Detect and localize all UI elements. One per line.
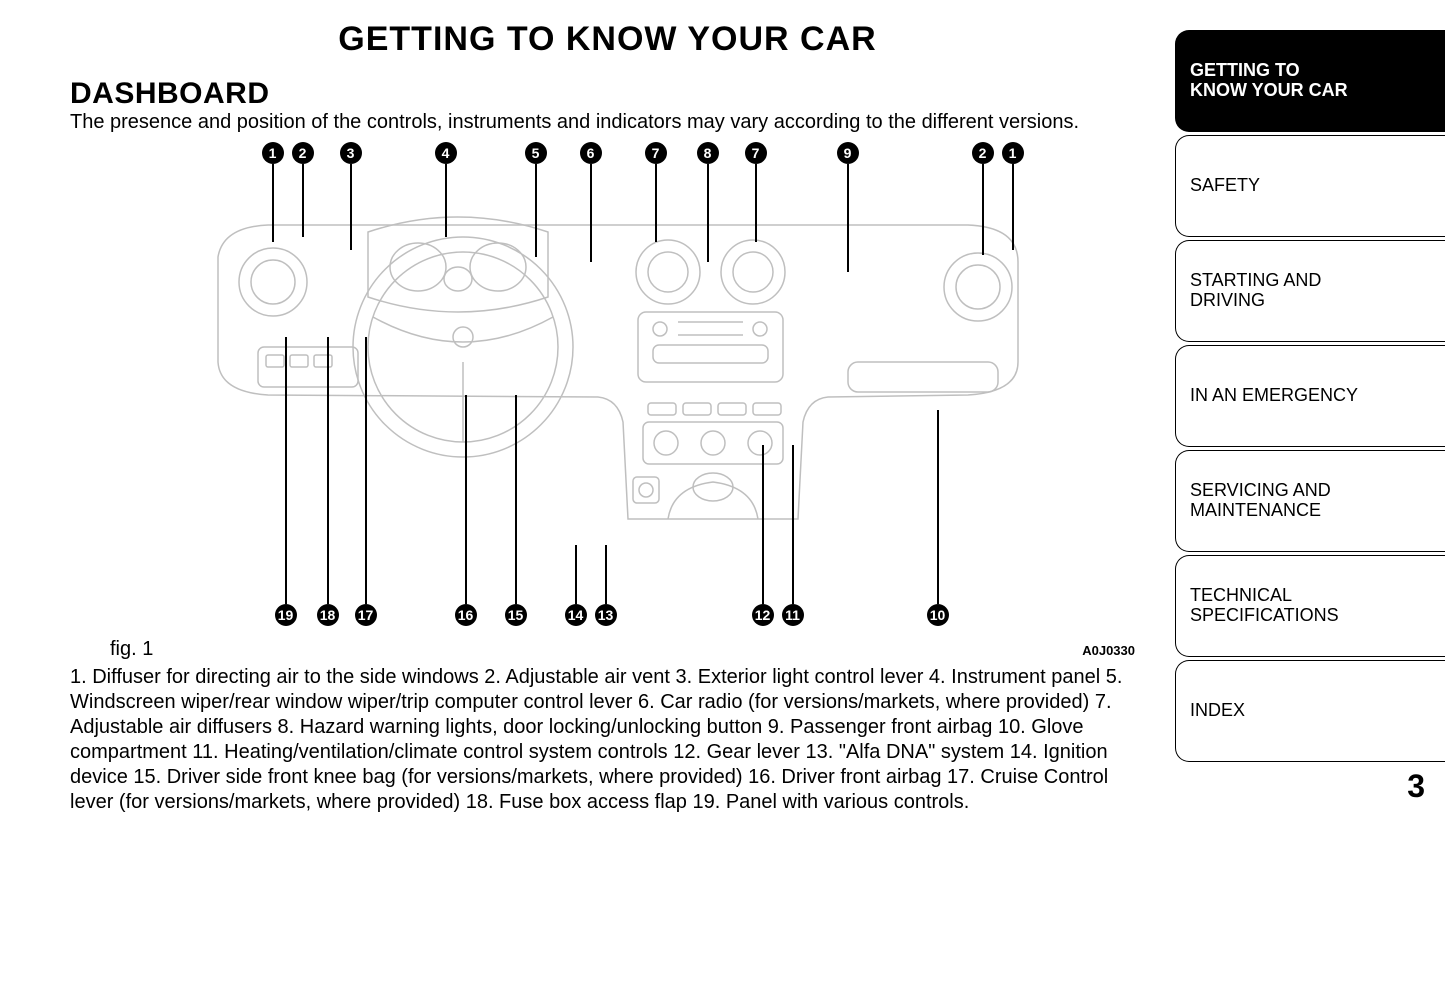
callout-top-1-11: 1 (1002, 142, 1024, 164)
callout-bottom-18-1: 18 (317, 604, 339, 626)
leader-line (445, 164, 447, 237)
leader-line (350, 164, 352, 250)
callout-top-3-2: 3 (340, 142, 362, 164)
page-number: 3 (1175, 768, 1445, 805)
sidebar-tab-label: INDEX (1190, 701, 1431, 721)
sidebar-tab-5[interactable]: TECHNICALSPECIFICATIONS (1175, 555, 1445, 657)
leader-line (365, 337, 367, 604)
callout-bottom-15-4: 15 (505, 604, 527, 626)
dashboard-diagram (208, 187, 1028, 527)
callout-bottom-13-6: 13 (595, 604, 617, 626)
sidebar-tab-label: KNOW YOUR CAR (1190, 81, 1431, 101)
leader-line (285, 337, 287, 604)
callout-top-2-1: 2 (292, 142, 314, 164)
main-content: GETTING TO KNOW YOUR CAR DASHBOARD The p… (60, 20, 1155, 815)
figure-area: 123456787921 19181716151413121110 (108, 142, 1108, 632)
leader-line (847, 164, 849, 272)
leader-line (302, 164, 304, 237)
leader-line (655, 164, 657, 242)
sidebar-tab-4[interactable]: SERVICING ANDMAINTENANCE (1175, 450, 1445, 552)
leader-line (327, 337, 329, 604)
callout-top-7-8: 7 (745, 142, 767, 164)
leader-line (575, 545, 577, 604)
legend-text: 1. Diffuser for directing air to the sid… (70, 665, 1145, 815)
page-title: GETTING TO KNOW YOUR CAR (60, 20, 1155, 59)
figure-caption-row: fig. 1 A0J0330 (110, 638, 1145, 661)
leader-line (272, 164, 274, 242)
callout-top-9-9: 9 (837, 142, 859, 164)
callout-top-4-3: 4 (435, 142, 457, 164)
leader-line (792, 445, 794, 604)
sidebar-tab-label: SPECIFICATIONS (1190, 606, 1431, 626)
sidebar-tab-3[interactable]: IN AN EMERGENCY (1175, 345, 1445, 447)
sidebar-tabs: GETTING TOKNOW YOUR CAR SAFETY STARTING AN… (1175, 30, 1445, 805)
callout-bottom-11-8: 11 (782, 604, 804, 626)
leader-line (590, 164, 592, 262)
sidebar-tab-label: GETTING TO (1190, 61, 1431, 81)
sidebar-tab-label: SAFETY (1190, 176, 1431, 196)
callout-bottom-19-0: 19 (275, 604, 297, 626)
leader-line (515, 395, 517, 604)
callout-top-7-6: 7 (645, 142, 667, 164)
callout-bottom-16-3: 16 (455, 604, 477, 626)
callout-top-2-10: 2 (972, 142, 994, 164)
callout-top-8-7: 8 (697, 142, 719, 164)
leader-line (605, 545, 607, 604)
callout-top-5-4: 5 (525, 142, 547, 164)
leader-line (762, 445, 764, 604)
leader-line (465, 395, 467, 604)
sidebar-tab-1[interactable]: SAFETY (1175, 135, 1445, 237)
intro-text: The presence and position of the control… (70, 111, 1155, 134)
sidebar-tab-2[interactable]: STARTING ANDDRIVING (1175, 240, 1445, 342)
callout-top-6-5: 6 (580, 142, 602, 164)
sidebar-tab-label: TECHNICAL (1190, 586, 1431, 606)
figure-code: A0J0330 (1082, 643, 1135, 658)
sidebar-tab-0[interactable]: GETTING TOKNOW YOUR CAR (1175, 30, 1445, 132)
figure-label: fig. 1 (110, 638, 153, 661)
leader-line (982, 164, 984, 255)
callout-bottom-14-5: 14 (565, 604, 587, 626)
section-title: DASHBOARD (70, 77, 1155, 111)
leader-line (755, 164, 757, 242)
leader-line (707, 164, 709, 262)
sidebar-tab-label: STARTING AND (1190, 271, 1431, 291)
sidebar-tab-label: SERVICING AND (1190, 481, 1431, 501)
leader-line (1012, 164, 1014, 250)
callout-bottom-10-9: 10 (927, 604, 949, 626)
sidebar-tab-label: IN AN EMERGENCY (1190, 386, 1431, 406)
sidebar-tab-6[interactable]: INDEX (1175, 660, 1445, 762)
sidebar-tab-label: DRIVING (1190, 291, 1431, 311)
callout-top-1-0: 1 (262, 142, 284, 164)
leader-line (535, 164, 537, 257)
leader-line (937, 410, 939, 604)
callout-bottom-17-2: 17 (355, 604, 377, 626)
sidebar-tab-label: MAINTENANCE (1190, 501, 1431, 521)
callout-bottom-12-7: 12 (752, 604, 774, 626)
